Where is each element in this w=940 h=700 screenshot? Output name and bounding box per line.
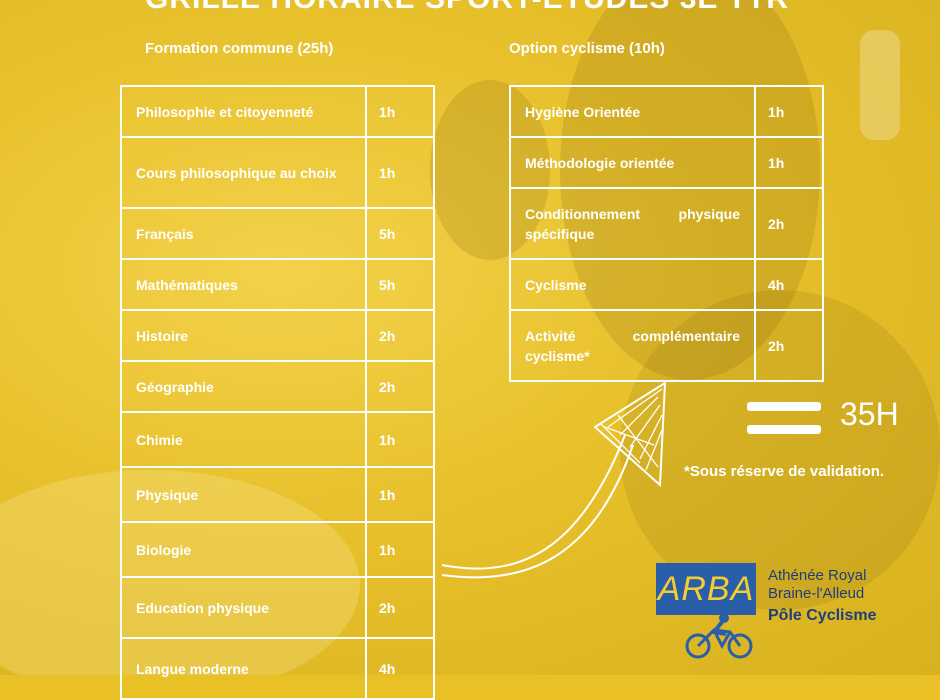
table-row: Méthodologie orientée 1h <box>509 136 824 189</box>
equals-bar-top <box>747 402 821 411</box>
table-row: Chimie 1h <box>120 411 435 468</box>
hours-cell: 2h <box>365 309 435 362</box>
subject-cell: Français <box>120 207 367 260</box>
hours-cell: 1h <box>754 136 824 189</box>
arrow-doodle <box>441 381 667 579</box>
table-row: Activité complémentaire cyclisme* 2h <box>509 309 824 382</box>
cycling-option-table: Hygiène Orientée 1h Méthodologie orientée… <box>509 85 824 382</box>
subject-cell: Conditionnement physique spécifique <box>509 187 756 260</box>
table-row: Français 5h <box>120 207 435 260</box>
logo-school-line2: Braine-l'Alleud <box>768 585 865 602</box>
table-row: Education physique 2h <box>120 576 435 639</box>
table-row: Hygiène Orientée 1h <box>509 85 824 138</box>
subject-cell: Histoire <box>120 309 367 362</box>
table-row: Philosophie et citoyenneté 1h <box>120 85 435 138</box>
table-row: Conditionnement physique spécifique 2h <box>509 187 824 260</box>
subject-cell: Cyclisme <box>509 258 756 311</box>
hours-cell: 1h <box>365 85 435 138</box>
subject-cell: Physique <box>120 466 367 523</box>
hours-cell: 2h <box>365 360 435 413</box>
total-hours: 35H <box>840 396 899 432</box>
arba-logo: ARBA <box>656 563 756 615</box>
hours-cell: 1h <box>365 521 435 578</box>
table-row: Géographie 2h <box>120 360 435 413</box>
hours-cell: 4h <box>365 637 435 700</box>
subject-cell: Biologie <box>120 521 367 578</box>
logo-pole-line: Pôle Cyclisme <box>768 607 877 624</box>
subject-cell: Langue moderne <box>120 637 367 700</box>
common-training-table: Philosophie et citoyenneté 1h Cours philo… <box>120 85 435 700</box>
hours-cell: 1h <box>365 411 435 468</box>
subject-cell: Mathématiques <box>120 258 367 311</box>
hours-cell: 1h <box>754 85 824 138</box>
subject-cell: Philosophie et citoyenneté <box>120 85 367 138</box>
hours-cell: 2h <box>365 576 435 639</box>
subject-cell: Hygiène Orientée <box>509 85 756 138</box>
common-training-heading: Formation commune (25h) <box>145 40 334 57</box>
hours-cell: 4h <box>754 258 824 311</box>
table-row: Histoire 2h <box>120 309 435 362</box>
subject-cell: Cours philosophique au choix <box>120 136 367 209</box>
hours-cell: 1h <box>365 136 435 209</box>
hours-cell: 5h <box>365 207 435 260</box>
subject-cell: Méthodologie orientée <box>509 136 756 189</box>
validation-note: *Sous réserve de validation. <box>684 463 885 480</box>
equals-bar-bottom <box>747 425 821 434</box>
table-row: Biologie 1h <box>120 521 435 578</box>
table-row: Physique 1h <box>120 466 435 523</box>
subject-cell: Chimie <box>120 411 367 468</box>
table-row: Langue moderne 4h <box>120 637 435 700</box>
hours-cell: 5h <box>365 258 435 311</box>
table-row: Cours philosophique au choix 1h <box>120 136 435 209</box>
page-title: GRILLE HORAIRE SPORT-ÉTUDES 3E TTR <box>145 0 789 16</box>
cyclist-icon <box>685 613 753 659</box>
cycling-option-heading: Option cyclisme (10h) <box>509 40 665 57</box>
subject-cell: Education physique <box>120 576 367 639</box>
subject-cell: Activité complémentaire cyclisme* <box>509 309 756 382</box>
hours-cell: 1h <box>365 466 435 523</box>
subject-cell: Géographie <box>120 360 367 413</box>
logo-school-line1: Athénée Royal <box>768 567 867 584</box>
table-row: Mathématiques 5h <box>120 258 435 311</box>
hours-cell: 2h <box>754 187 824 260</box>
hours-cell: 2h <box>754 309 824 382</box>
table-row: Cyclisme 4h <box>509 258 824 311</box>
